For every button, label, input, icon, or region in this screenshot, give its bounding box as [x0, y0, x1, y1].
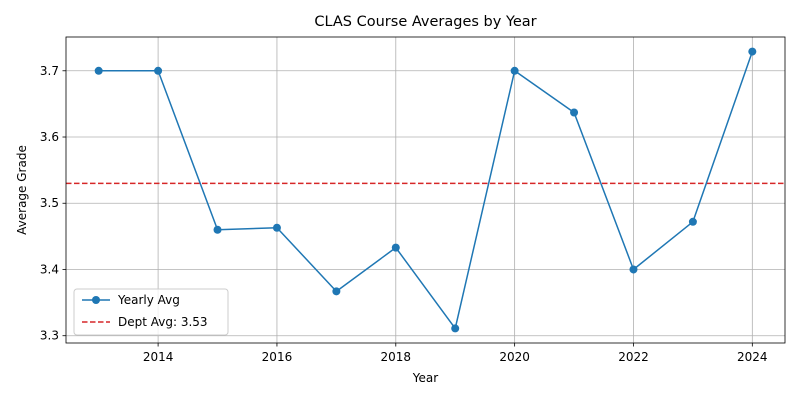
data-point: [510, 66, 519, 75]
x-tick-label: 2016: [262, 350, 293, 364]
data-point: [451, 324, 460, 333]
x-tick-label: 2022: [618, 350, 649, 364]
y-tick-label: 3.3: [40, 329, 59, 343]
series-line: [98, 51, 754, 330]
x-tick-label: 2024: [737, 350, 768, 364]
grid-layer: [66, 37, 785, 343]
x-axis-ticks: 2014 2016 2018 2020 2022 2024: [143, 343, 768, 364]
data-point: [391, 243, 400, 252]
data-point: [748, 47, 757, 56]
data-point: [154, 66, 163, 75]
x-axis-title: Year: [412, 371, 438, 385]
x-tick-label: 2020: [499, 350, 530, 364]
y-axis-ticks: 3.3 3.4 3.5 3.6 3.7: [40, 64, 66, 343]
legend-series-label: Yearly Avg: [117, 293, 180, 307]
data-point: [629, 265, 638, 274]
legend-box: [73, 288, 229, 336]
legend: Yearly Avg Dept Avg: 3.53: [73, 288, 229, 336]
y-axis-title: Average Grade: [15, 145, 29, 235]
data-point: [94, 66, 103, 75]
x-tick-label: 2014: [143, 350, 174, 364]
y-tick-label: 3.4: [40, 262, 59, 276]
y-tick-label: 3.5: [40, 196, 59, 210]
data-point: [332, 287, 341, 296]
chart-title: CLAS Course Averages by Year: [314, 14, 536, 30]
y-tick-label: 3.6: [40, 130, 59, 144]
legend-series-marker: [92, 296, 100, 304]
y-tick-label: 3.7: [40, 64, 59, 78]
data-point: [272, 223, 281, 232]
series-layer: [94, 47, 757, 333]
legend-reference-label: Dept Avg: 3.53: [118, 315, 208, 329]
data-point: [570, 108, 579, 117]
data-point: [213, 225, 222, 234]
data-point: [688, 217, 697, 226]
x-tick-label: 2018: [381, 350, 412, 364]
plot-frame: [65, 36, 786, 344]
